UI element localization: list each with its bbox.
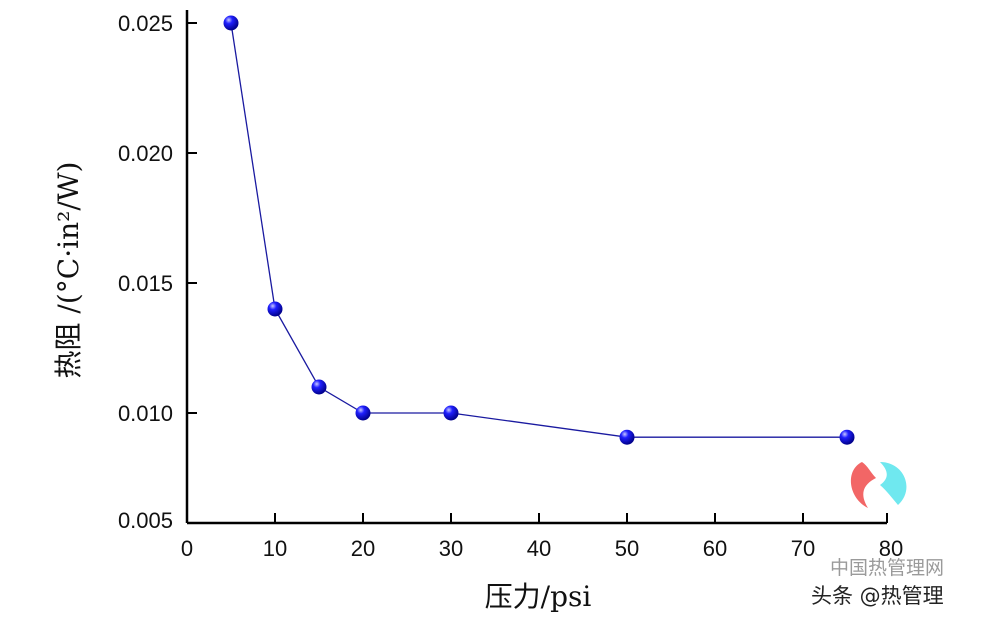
x-tick-label: 30	[439, 536, 463, 561]
y-tick-label: 0.015	[118, 271, 173, 296]
data-point	[443, 405, 459, 421]
data-point	[619, 429, 635, 445]
y-tick-label: 0.020	[118, 141, 173, 166]
series-line	[230, 22, 847, 438]
logo-icon	[850, 462, 907, 508]
x-axis-label: 压力/psi	[485, 580, 592, 613]
x-tick-label: 10	[263, 536, 287, 561]
data-point	[223, 15, 239, 31]
x-tick-label: 60	[703, 536, 727, 561]
x-tick-label: 20	[351, 536, 375, 561]
x-tick-label: 0	[181, 536, 193, 561]
axes: 0 10 20 30 40 50 60 70 80 0.005 0.010 0.015 0.020 0.0…	[118, 10, 903, 561]
data-point	[355, 405, 371, 421]
y-tick-label: 0.005	[118, 508, 173, 533]
y-axis-label: 热阻 /(°C·in²/W)	[52, 162, 85, 379]
x-tick-label: 70	[791, 536, 815, 561]
data-series	[223, 15, 855, 445]
x-tick-label: 80	[879, 536, 903, 561]
watermark-credit: 头条 @热管理	[811, 584, 944, 608]
x-tick-label: 40	[527, 536, 551, 561]
y-tick-label: 0.025	[118, 11, 173, 36]
y-tick-label: 0.010	[118, 401, 173, 426]
x-tick-label: 50	[615, 536, 639, 561]
data-point	[839, 429, 855, 445]
data-point	[311, 379, 327, 395]
watermark-site: 中国热管理网	[830, 557, 945, 579]
data-point	[267, 301, 283, 317]
